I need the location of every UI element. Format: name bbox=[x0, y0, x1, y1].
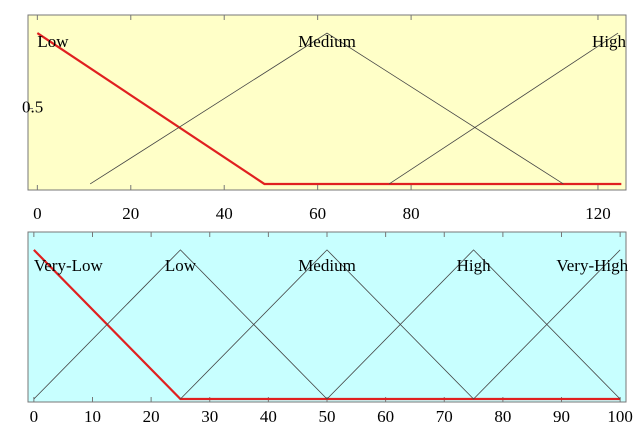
series-label: Very-Low bbox=[34, 256, 104, 275]
membership-line bbox=[326, 249, 621, 400]
x-tick-label: 90 bbox=[553, 407, 570, 426]
series-label: Low bbox=[165, 256, 197, 275]
x-tick-label: 0 bbox=[30, 407, 39, 426]
series-label: Medium bbox=[298, 256, 356, 275]
y-tick-label: 0.5 bbox=[22, 97, 43, 116]
x-tick-label: 50 bbox=[319, 407, 336, 426]
x-tick-label: 20 bbox=[122, 204, 139, 223]
x-tick-label: 40 bbox=[260, 407, 277, 426]
membership-line bbox=[473, 249, 621, 400]
series-label: High bbox=[592, 32, 627, 51]
x-tick-label: 80 bbox=[403, 204, 420, 223]
x-tick-label: 20 bbox=[143, 407, 160, 426]
x-tick-label: 30 bbox=[201, 407, 218, 426]
x-tick-label: 40 bbox=[216, 204, 233, 223]
x-tick-label: 60 bbox=[309, 204, 326, 223]
membership-line bbox=[33, 249, 328, 400]
plot-area bbox=[27, 14, 627, 191]
x-tick-label: 60 bbox=[377, 407, 394, 426]
x-tick-label: 80 bbox=[494, 407, 511, 426]
x-tick-label: 10 bbox=[84, 407, 101, 426]
x-tick-label: 120 bbox=[585, 204, 611, 223]
series-label: Low bbox=[37, 32, 69, 51]
x-tick-label: 0 bbox=[33, 204, 42, 223]
series-label: High bbox=[457, 256, 492, 275]
membership-line bbox=[89, 32, 564, 185]
x-tick-label: 70 bbox=[436, 407, 453, 426]
membership-line bbox=[36, 32, 622, 186]
series-label: Medium bbox=[298, 32, 356, 51]
membership-line bbox=[388, 32, 619, 185]
series-label: Very-High bbox=[556, 256, 628, 275]
membership-line bbox=[180, 249, 474, 400]
x-tick-label: 100 bbox=[607, 407, 633, 426]
